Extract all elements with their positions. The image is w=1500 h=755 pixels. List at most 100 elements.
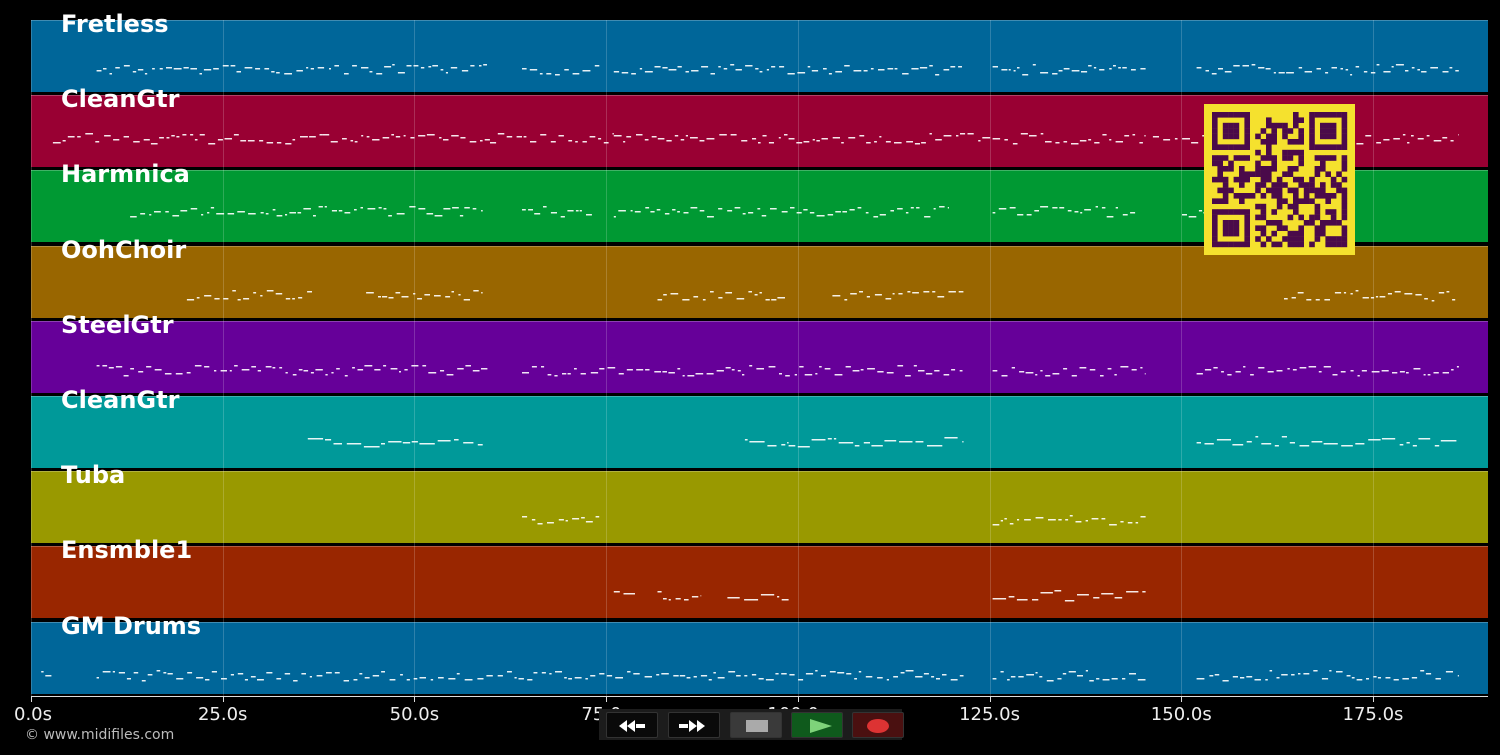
note-mark: [1096, 678, 1100, 680]
note-mark: [572, 73, 580, 75]
note-mark: [564, 69, 569, 71]
note-mark: [852, 370, 860, 372]
note-mark: [760, 594, 775, 596]
note-mark: [962, 441, 964, 443]
time-axis: [31, 696, 1488, 697]
note-mark: [854, 678, 857, 680]
note-mark: [1152, 136, 1159, 138]
note-mark: [465, 365, 471, 367]
note-mark: [1254, 679, 1261, 681]
note-mark: [992, 678, 997, 680]
tick-mark: [414, 696, 416, 702]
note-mark: [194, 139, 198, 141]
note-mark: [446, 374, 454, 376]
note-mark: [914, 143, 920, 145]
note-marks: [130, 206, 1210, 218]
note-mark: [1057, 678, 1062, 680]
note-mark: [319, 134, 323, 136]
note-mark: [547, 522, 554, 524]
note-mark: [1211, 73, 1217, 75]
record-button[interactable]: [852, 712, 904, 738]
note-mark: [318, 206, 323, 208]
note-mark: [77, 136, 81, 138]
note-mark: [1350, 293, 1353, 295]
note-mark: [607, 367, 616, 369]
note-mark: [554, 375, 558, 377]
note-mark: [201, 214, 204, 216]
note-mark: [275, 293, 283, 295]
note-mark: [742, 374, 745, 376]
track-lane: Ensmble1: [31, 536, 1488, 618]
note-mark: [1032, 599, 1039, 601]
note-mark: [1019, 371, 1025, 373]
note-mark: [1395, 64, 1404, 66]
note-mark: [998, 208, 1007, 210]
note-mark: [645, 369, 650, 371]
note-mark: [354, 209, 357, 211]
note-mark: [749, 365, 753, 367]
note-mark: [309, 676, 312, 678]
note-mark: [1332, 374, 1338, 376]
rewind-icon: [619, 720, 645, 732]
time-gridline: [606, 20, 608, 696]
note-mark: [586, 214, 592, 216]
note-mark: [167, 673, 173, 675]
note-mark: [472, 208, 477, 210]
note-mark: [741, 140, 748, 142]
note-mark: [1303, 673, 1310, 675]
note-mark: [434, 215, 443, 217]
note-mark: [827, 438, 832, 440]
note-mark: [481, 368, 488, 370]
note-mark: [547, 374, 552, 376]
note-mark: [484, 139, 490, 141]
note-mark: [1375, 296, 1379, 298]
note-mark: [1324, 299, 1330, 301]
note-mark: [1129, 673, 1136, 675]
note-mark: [1258, 367, 1265, 369]
note-mark: [1435, 678, 1441, 680]
note-mark: [438, 677, 444, 679]
note-mark: [1093, 597, 1100, 599]
note-mark: [428, 66, 432, 68]
note-mark: [672, 209, 676, 211]
note-mark: [634, 211, 641, 213]
note-mark: [775, 673, 779, 675]
note-mark: [992, 370, 998, 372]
note-mark: [1393, 679, 1399, 681]
note-mark: [1024, 519, 1031, 521]
note-mark: [657, 138, 665, 140]
note-mark: [1287, 368, 1290, 370]
stop-button[interactable]: [730, 712, 782, 738]
note-mark: [1357, 375, 1360, 377]
note-mark: [1095, 206, 1098, 208]
play-button[interactable]: [791, 712, 843, 738]
note-mark: [208, 143, 216, 145]
note-mark: [1325, 72, 1329, 74]
note-mark: [378, 296, 381, 298]
note-mark: [309, 136, 316, 138]
note-mark: [514, 677, 517, 679]
note-mark: [344, 212, 351, 214]
note-mark: [154, 369, 162, 371]
note-marks: [96, 64, 1459, 76]
note-mark: [758, 678, 764, 680]
note-mark: [234, 365, 238, 367]
note-mark: [748, 212, 754, 214]
note-mark: [363, 446, 380, 448]
note-mark: [1442, 137, 1448, 139]
rewind-button[interactable]: [606, 712, 658, 738]
note-mark: [618, 373, 624, 375]
note-mark: [618, 210, 626, 212]
note-mark: [360, 207, 363, 209]
note-mark: [1278, 72, 1285, 74]
note-mark: [811, 439, 826, 441]
note-mark: [942, 674, 947, 676]
note-mark: [1281, 436, 1287, 438]
fast-forward-button[interactable]: [668, 712, 720, 738]
note-mark: [797, 72, 806, 74]
note-mark: [1425, 673, 1432, 675]
note-mark: [958, 291, 964, 293]
note-mark: [1417, 69, 1420, 71]
note-mark: [96, 365, 100, 367]
note-mark: [190, 134, 194, 136]
